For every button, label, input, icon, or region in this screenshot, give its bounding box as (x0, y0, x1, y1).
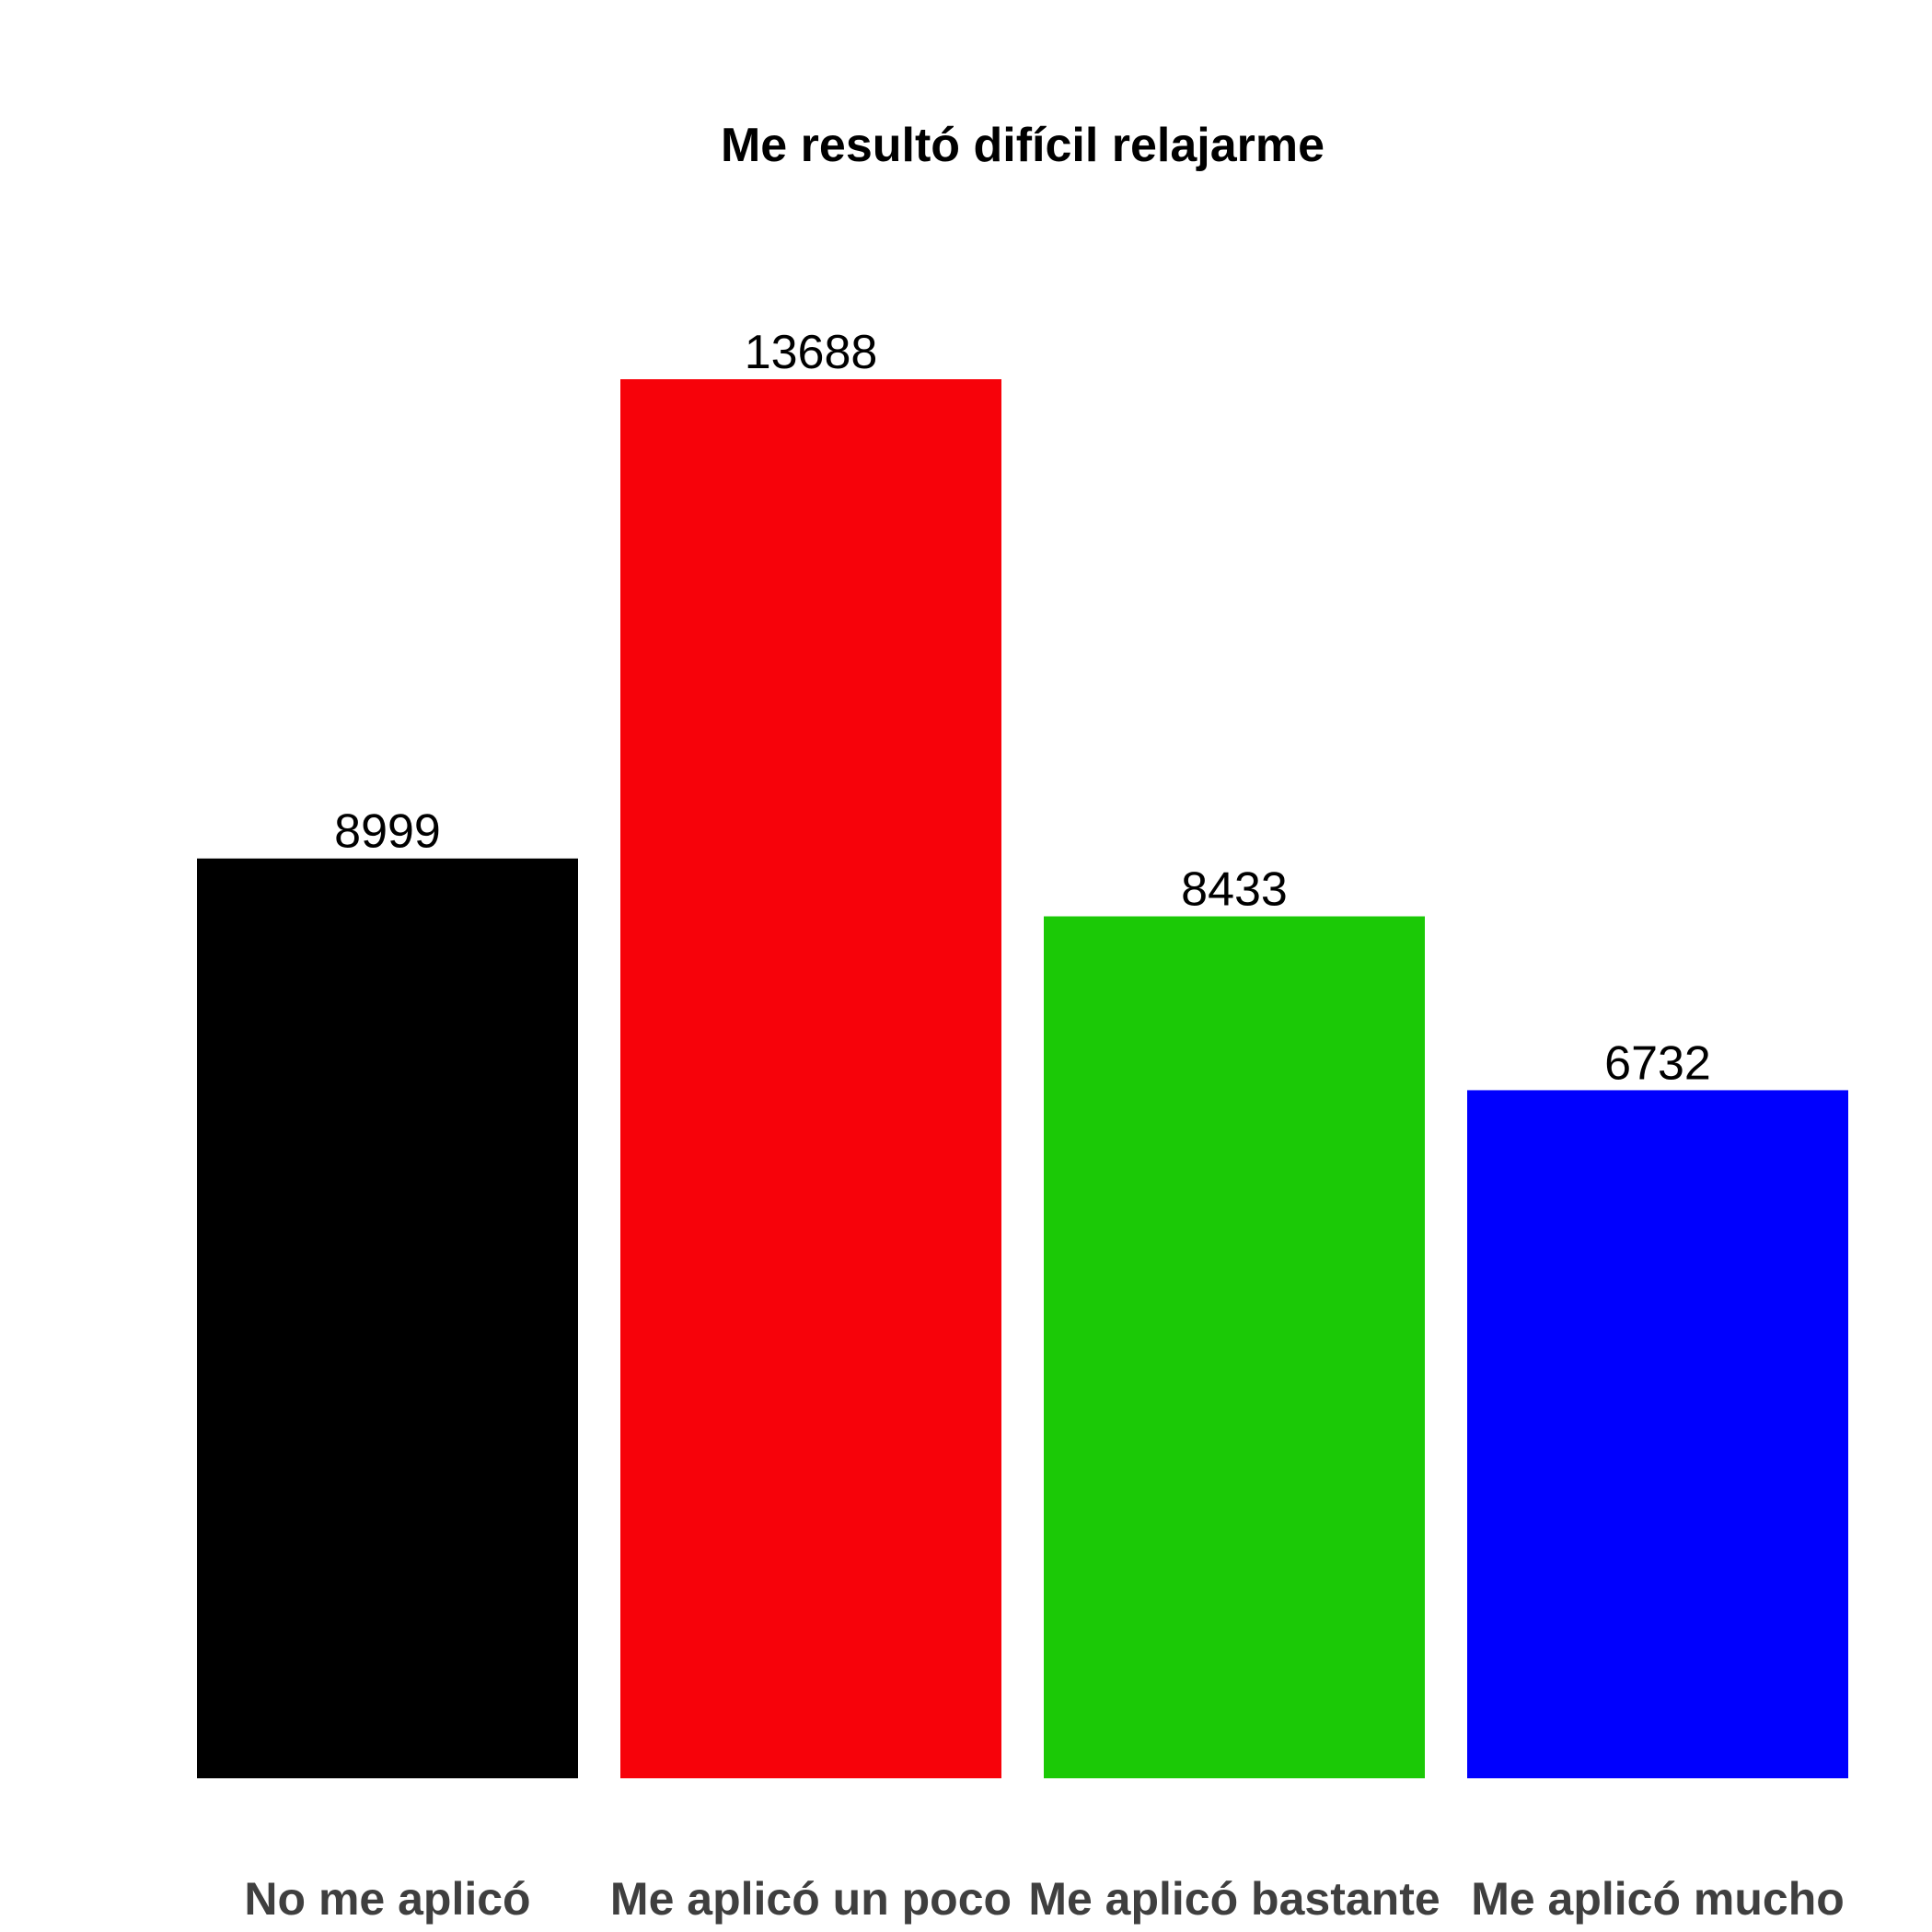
data-label-1: 13688 (745, 326, 878, 379)
x-tick-label-2: Me aplicó bastante (1028, 1873, 1440, 1925)
data-label-0: 8999 (334, 805, 441, 859)
chart-title: Me resultó difícil relajarme (721, 119, 1325, 172)
bar-3 (1467, 1090, 1848, 1778)
x-tick-label-0: No me aplicó (244, 1873, 530, 1925)
bar-1 (620, 379, 1001, 1778)
bar-2 (1044, 916, 1425, 1778)
data-label-2: 8433 (1181, 863, 1288, 917)
bar-0 (197, 858, 578, 1778)
plot-area: 8999 No me aplicó 13688 Me aplicó un poco 84… (197, 326, 1848, 1925)
x-tick-label-1: Me aplicó un poco (610, 1873, 1012, 1925)
x-tick-label-3: Me aplicó mucho (1471, 1873, 1845, 1925)
data-label-3: 6732 (1604, 1036, 1711, 1090)
